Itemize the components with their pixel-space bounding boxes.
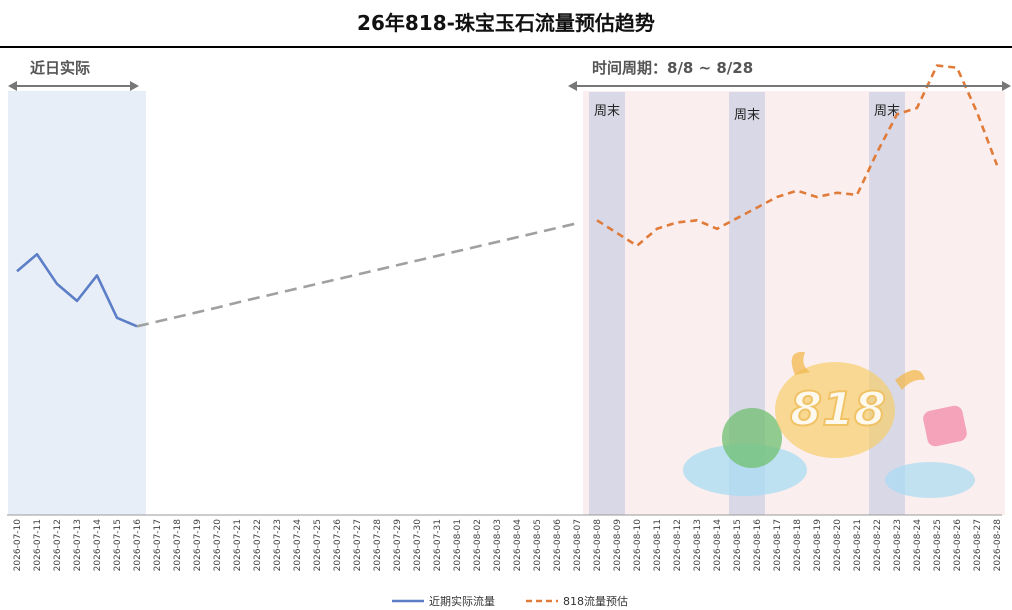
chart-title: 26年818-珠宝玉石流量预估趋势 bbox=[357, 11, 655, 35]
x-tick-label: 2026-08-14 bbox=[713, 519, 723, 572]
x-tick-label: 2026-08-26 bbox=[953, 519, 963, 572]
x-tick-label: 2026-08-27 bbox=[973, 519, 983, 571]
recent-range-band bbox=[8, 91, 146, 515]
recent-range-label: 近日实际 bbox=[30, 59, 90, 77]
mascot-body bbox=[775, 362, 895, 458]
x-tick-label: 2026-08-22 bbox=[873, 519, 883, 571]
weekend-band bbox=[589, 92, 625, 515]
mascot-splash-right bbox=[885, 462, 975, 498]
x-tick-label: 2026-08-19 bbox=[813, 519, 823, 572]
x-tick-label: 2026-08-15 bbox=[733, 519, 743, 571]
x-tick-label: 2026-08-09 bbox=[613, 519, 623, 572]
x-tick-label: 2026-07-18 bbox=[173, 519, 183, 572]
legend-item: 近期实际流量 bbox=[392, 594, 495, 608]
x-tick-label: 2026-08-23 bbox=[893, 519, 903, 571]
x-tick-label: 2026-07-15 bbox=[113, 519, 123, 571]
weekend-label: 周末 bbox=[874, 104, 900, 119]
x-tick-label: 2026-07-31 bbox=[433, 519, 443, 571]
x-tick-label: 2026-08-13 bbox=[693, 519, 703, 571]
mascot-splash-left bbox=[683, 444, 807, 496]
x-tick-label: 2026-08-08 bbox=[593, 519, 603, 572]
x-tick-label: 2026-07-12 bbox=[53, 519, 63, 571]
x-tick-label: 2026-07-23 bbox=[273, 519, 283, 571]
x-tick-label: 2026-07-26 bbox=[333, 519, 343, 572]
x-tick-label: 2026-08-12 bbox=[673, 519, 683, 571]
x-tick-label: 2026-08-10 bbox=[633, 519, 643, 572]
recent-range-arrow bbox=[8, 81, 139, 91]
x-tick-label: 2026-07-24 bbox=[293, 519, 303, 572]
legend-label: 818流量预估 bbox=[563, 594, 628, 608]
x-tick-label: 2026-07-13 bbox=[73, 519, 83, 571]
x-tick-label: 2026-08-04 bbox=[513, 519, 523, 572]
x-tick-label: 2026-07-30 bbox=[413, 519, 423, 572]
x-tick-label: 2026-07-25 bbox=[313, 519, 323, 571]
x-tick-label: 2026-08-24 bbox=[913, 519, 923, 572]
x-tick-label: 2026-08-17 bbox=[773, 519, 783, 571]
forecast-period-band bbox=[583, 91, 1005, 515]
mascot-818-logo: 818 bbox=[790, 382, 886, 436]
x-tick-label: 2026-07-27 bbox=[353, 519, 363, 571]
x-tick-label: 2026-07-19 bbox=[193, 519, 203, 572]
x-tick-label: 2026-08-20 bbox=[833, 519, 843, 572]
x-tick-label: 2026-07-28 bbox=[373, 519, 383, 572]
x-tick-label: 2026-08-07 bbox=[573, 519, 583, 571]
x-tick-label: 2026-07-20 bbox=[213, 519, 223, 572]
x-tick-label: 2026-08-21 bbox=[853, 519, 863, 571]
mascot-horn-left bbox=[791, 351, 810, 375]
x-tick-label: 2026-08-16 bbox=[753, 519, 763, 572]
x-tick-label: 2026-08-25 bbox=[933, 519, 943, 571]
weekend-label: 周末 bbox=[734, 108, 760, 123]
legend-label: 近期实际流量 bbox=[429, 594, 495, 608]
x-tick-label: 2026-08-06 bbox=[553, 519, 563, 572]
mascot-watermelon bbox=[722, 408, 782, 468]
x-tick-label: 2026-07-22 bbox=[253, 519, 263, 571]
x-tick-label: 2026-07-21 bbox=[233, 519, 243, 571]
legend-item: 818流量预估 bbox=[526, 594, 628, 608]
series-line-1 bbox=[136, 222, 578, 328]
x-tick-label: 2026-07-17 bbox=[153, 519, 163, 571]
weekend-label: 周末 bbox=[594, 104, 620, 119]
x-tick-label: 2026-08-28 bbox=[993, 519, 1003, 572]
x-tick-label: 2026-07-10 bbox=[13, 519, 23, 572]
x-tick-label: 2026-07-11 bbox=[33, 519, 43, 571]
mascot-gift bbox=[923, 405, 967, 447]
x-tick-label: 2026-07-29 bbox=[393, 519, 403, 572]
x-tick-label: 2026-08-05 bbox=[533, 519, 543, 571]
x-tick-label: 2026-08-11 bbox=[653, 519, 663, 571]
forecast-period-label: 时间周期：8/8 ~ 8/28 bbox=[592, 59, 753, 77]
x-tick-label: 2026-08-01 bbox=[453, 519, 463, 571]
x-tick-label: 2026-07-14 bbox=[93, 519, 103, 572]
x-tick-label: 2026-08-03 bbox=[493, 519, 503, 571]
series-line-0 bbox=[16, 252, 138, 328]
mascot-illustration: 818 bbox=[683, 351, 975, 498]
x-tick-label: 2026-08-18 bbox=[793, 519, 803, 572]
x-tick-label: 2026-08-02 bbox=[473, 519, 483, 571]
forecast-period-arrow bbox=[568, 81, 1011, 91]
x-tick-label: 2026-07-16 bbox=[133, 519, 143, 572]
mascot-horn-right bbox=[895, 370, 925, 390]
